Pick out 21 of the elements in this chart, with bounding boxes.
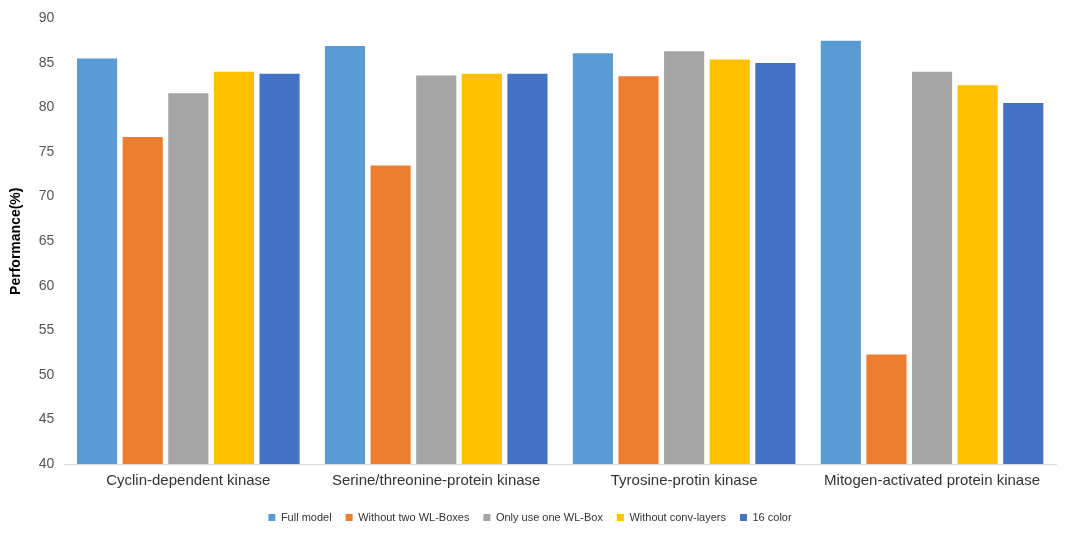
y-tick-label: 40: [38, 454, 55, 471]
y-tick-label: 55: [38, 321, 55, 338]
y-tick-label: 85: [38, 53, 55, 70]
y-tick-label: 80: [38, 98, 55, 115]
x-tick-label: Cyclin-dependent kinase: [106, 471, 271, 489]
y-tick-label: 65: [38, 232, 55, 249]
y-axis-title: Performance(%): [7, 187, 24, 295]
legend-label: Without conv-layers: [629, 510, 727, 523]
x-tick-label: Serine/threonine-protein kinase: [332, 471, 541, 489]
y-tick-label: 70: [38, 187, 55, 204]
y-tick-label: 75: [38, 142, 55, 159]
x-tick-label: Tyrosine-protin kinase: [610, 471, 758, 489]
y-tick-label: 50: [38, 365, 55, 382]
legend-label: Only use one WL-Box: [495, 510, 604, 523]
y-tick-label: 90: [38, 9, 55, 26]
y-tick-label: 45: [38, 410, 55, 427]
legend-label: 16 color: [752, 510, 792, 523]
legend-label: Without two WL-Boxes: [358, 510, 470, 523]
y-tick-label: 60: [38, 276, 55, 293]
legend-label: Full model: [280, 510, 332, 523]
x-tick-label: Mitogen-activated protein kinase: [824, 471, 1041, 489]
